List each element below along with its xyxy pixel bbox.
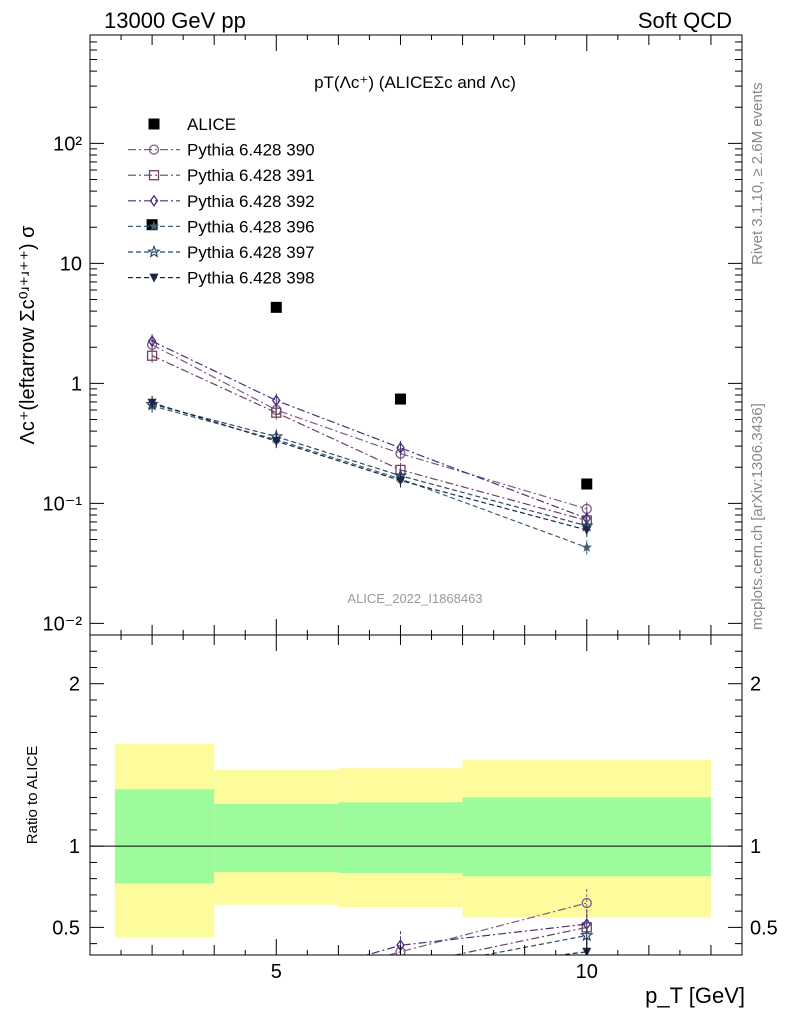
series-5 (145, 396, 594, 533)
series-line (151, 340, 588, 519)
data-point (581, 478, 593, 490)
series-1 (146, 337, 592, 516)
ratio-point (147, 998, 157, 1008)
main-y-axis-label: Λc⁺(leftarrow Σc⁰ʴ⁺ʴ⁺⁺) σ (17, 225, 39, 445)
ratio-y-tick-label-right: 0.5 (750, 917, 778, 939)
ratio-plot-panel: 0.5 0.5 1 1 2 2 5 10 Ratio to ALICE p_T [GeV] (24, 634, 778, 1009)
y-tick-label: 10² (53, 133, 82, 155)
ratio-point (272, 992, 281, 1001)
ratio-line (555, 951, 587, 955)
series-3 (147, 334, 592, 526)
data-point (147, 398, 157, 408)
ratio-line (152, 960, 587, 1004)
legend-marker (147, 244, 161, 258)
data-point (271, 437, 281, 447)
ratio-y-tick-label-right: 2 (750, 674, 761, 696)
ratio-point (271, 990, 281, 1000)
ratio-point (148, 991, 157, 1000)
uncertainty-band-green (114, 789, 215, 884)
data-point (146, 350, 158, 361)
data-point (270, 301, 282, 313)
rivet-label: Rivet 3.1.10, ≥ 2.6M events (749, 83, 766, 266)
legend-entry: Pythia 6.428 396 (187, 217, 315, 236)
ratio-line (481, 934, 587, 955)
uncertainty-band-green (462, 797, 711, 877)
ratio-line (452, 926, 587, 955)
legend-entry: Pythia 6.428 392 (187, 192, 315, 211)
header-left: 13000 GeV pp (104, 8, 246, 33)
ratio-y-tick-label-right: 1 (750, 836, 761, 858)
x-tick-label: 5 (271, 961, 282, 983)
ratio-point (149, 986, 156, 996)
y-tick-label: 1 (71, 373, 82, 395)
legend-marker (149, 194, 159, 207)
legend-marker (148, 170, 160, 181)
series-line (151, 355, 587, 522)
ratio-line (364, 923, 587, 955)
uncertainty-band-green (338, 802, 463, 873)
ratio-y-tick-label: 0.5 (52, 917, 80, 939)
data-point (395, 476, 405, 486)
ratio-point (396, 970, 405, 979)
ratio-point (147, 998, 157, 1008)
series-6 (147, 395, 592, 537)
series-line (151, 403, 587, 527)
legend-marker (148, 220, 160, 231)
series-2 (146, 348, 592, 528)
ratio-series-3 (147, 945, 588, 1008)
legend-entry: ALICE (187, 115, 236, 134)
watermark: ALICE_2022_I1868463 (347, 591, 482, 606)
legend-marker (148, 118, 160, 130)
legend-entry: Pythia 6.428 397 (187, 243, 315, 262)
ratio-point (148, 1000, 157, 1009)
data-point (396, 441, 405, 455)
data-point (582, 525, 592, 535)
legend-entry: Pythia 6.428 398 (187, 269, 315, 288)
legend-entry: Pythia 6.428 391 (187, 166, 315, 185)
legend: ALICE Pythia 6.428 390 Pythia 6.428 391 Pyt… (128, 115, 315, 288)
ratio-frame (89, 634, 743, 956)
y-tick-label: 10⁻¹ (43, 493, 83, 515)
ratio-point (271, 990, 281, 1000)
main-title: pT(Λc⁺) (ALICEΣc and Λc) (314, 73, 516, 92)
data-point (271, 407, 282, 418)
ratio-point (581, 897, 592, 909)
y-tick-label: 10 (60, 253, 82, 275)
data-point (581, 541, 592, 552)
x-tick-label: 10 (576, 961, 598, 983)
data-point (271, 394, 281, 407)
legend-marker (149, 273, 159, 283)
data-point (147, 334, 157, 348)
mcplots-label: mcplots.cern.ch [arXiv:1306.3436] (749, 403, 766, 630)
series-line (151, 405, 588, 548)
series-line (151, 344, 587, 510)
ratio-point (395, 967, 406, 977)
ratio-y-tick-label: 2 (69, 674, 80, 696)
ratio-point (272, 983, 281, 992)
ratio-y-axis-label: Ratio to ALICE (24, 746, 41, 844)
series-line (151, 402, 587, 531)
ratio-point (148, 988, 157, 997)
legend-entry: Pythia 6.428 390 (187, 141, 315, 160)
header-right: Soft QCD (638, 8, 732, 33)
ratio-point (396, 962, 405, 971)
x-axis-label: p_T [GeV] (645, 983, 745, 1008)
ratio-series-2 (149, 910, 592, 996)
uncertainty-band-green (214, 803, 339, 873)
data-point (394, 393, 406, 405)
ratio-point (395, 966, 406, 976)
ratio-y-tick-label: 1 (69, 836, 80, 858)
y-tick-label: 10⁻² (43, 613, 83, 635)
legend-marker (148, 144, 160, 155)
